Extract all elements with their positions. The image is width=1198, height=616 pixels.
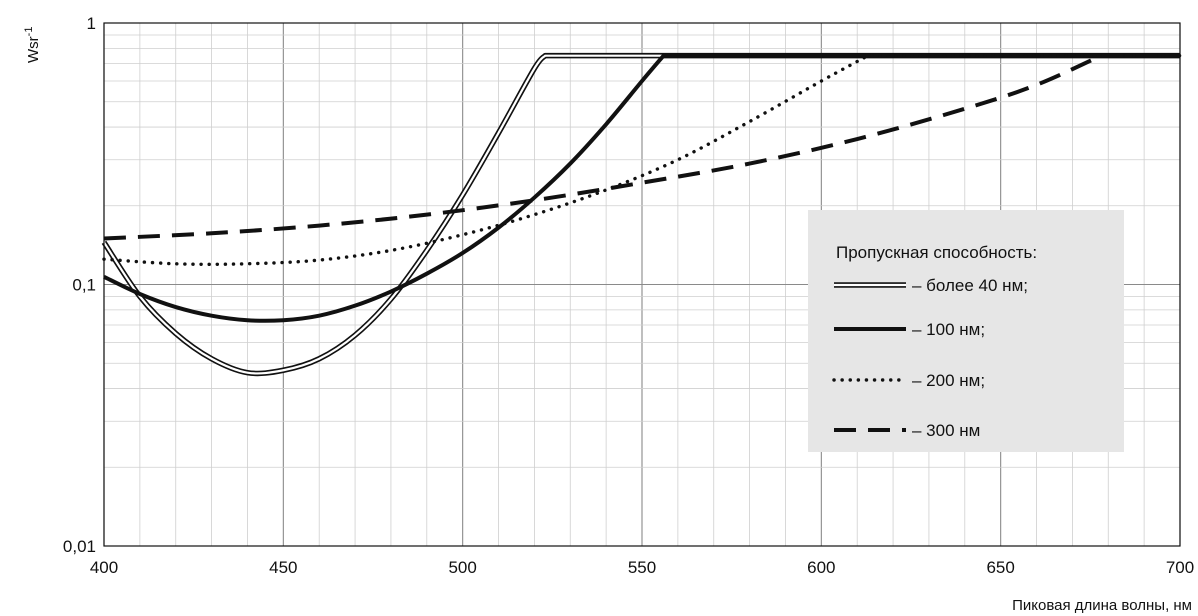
y-tick-labels: 0,01 0,1 1 bbox=[63, 14, 96, 556]
y-tick-label: 0,1 bbox=[72, 276, 96, 295]
series-4 bbox=[103, 53, 1180, 241]
plot-frame bbox=[103, 22, 1181, 547]
legend: Пропускная способность: – более 40 нм;– … bbox=[808, 210, 1124, 452]
x-tick-label: 500 bbox=[448, 558, 476, 577]
series-layer bbox=[101, 52, 1182, 377]
x-tick-label: 450 bbox=[269, 558, 297, 577]
x-tick-label: 400 bbox=[90, 558, 118, 577]
y-tick-label: 0,01 bbox=[63, 537, 96, 556]
series-2 bbox=[103, 53, 1180, 323]
legend-label: – 100 нм; bbox=[912, 320, 985, 339]
legend-label: – более 40 нм; bbox=[912, 276, 1028, 295]
x-tick-label: 600 bbox=[807, 558, 835, 577]
legend-entry: – 300 нм bbox=[834, 421, 980, 440]
x-axis-title: Пиковая длина волны, нм bbox=[1012, 597, 1192, 614]
legend-entry: – более 40 нм; bbox=[834, 276, 1028, 295]
series-line-1-inner bbox=[103, 54, 1180, 375]
x-tick-label: 550 bbox=[628, 558, 656, 577]
series-line-4 bbox=[103, 53, 1180, 241]
y-axis-title: Wsr-1 bbox=[23, 27, 42, 63]
x-tick-label: 700 bbox=[1166, 558, 1194, 577]
legend-title: Пропускная способность: bbox=[836, 243, 1037, 262]
legend-entry: – 200 нм; bbox=[832, 371, 985, 390]
y-axis-title-text: Wsr bbox=[25, 36, 42, 63]
series-line-2 bbox=[103, 53, 1180, 323]
series-1 bbox=[101, 52, 1180, 377]
legend-label: – 200 нм; bbox=[912, 371, 985, 390]
y-axis-title-superscript: -1 bbox=[23, 27, 35, 37]
series-line-3 bbox=[102, 53, 1182, 267]
legend-entry: – 100 нм; bbox=[834, 320, 985, 339]
y-tick-label: 1 bbox=[87, 14, 96, 33]
legend-entries: – более 40 нм; – 100 нм; – 200 нм; – 300 нм bbox=[832, 276, 1028, 440]
series-3 bbox=[102, 53, 1182, 267]
x-tick-label: 650 bbox=[986, 558, 1014, 577]
legend-label: – 300 нм bbox=[912, 421, 980, 440]
x-tick-labels: 400 450 500 550 600 650 700 bbox=[90, 558, 1194, 577]
